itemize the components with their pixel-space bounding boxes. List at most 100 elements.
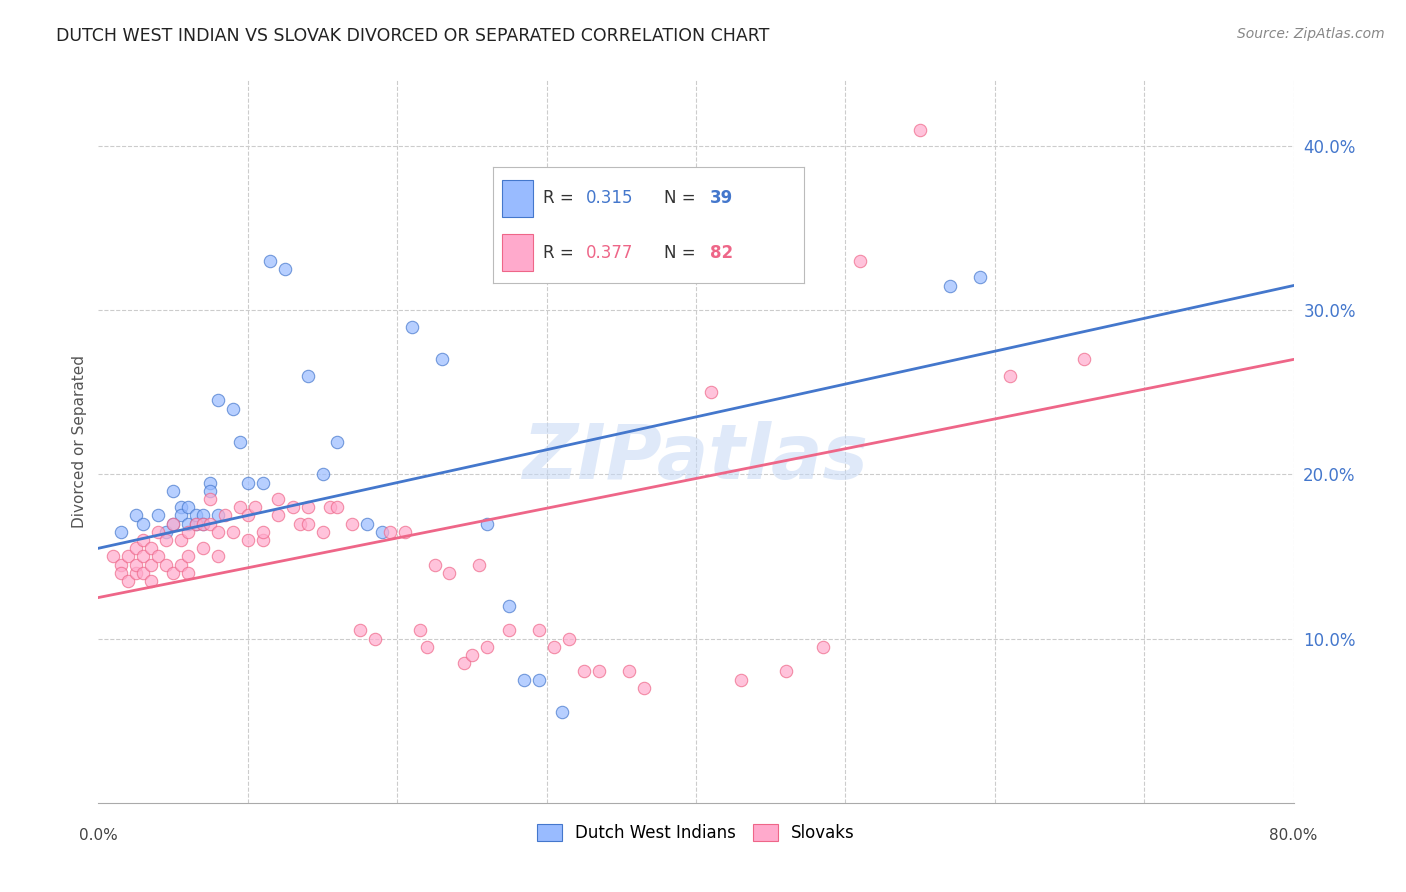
- Point: [184, 508, 207, 523]
- Point: [177, 566, 200, 580]
- Point: [132, 549, 155, 564]
- Point: [423, 558, 446, 572]
- Point: [132, 533, 155, 547]
- Point: [132, 566, 155, 580]
- Point: [222, 524, 245, 539]
- Point: [162, 516, 184, 531]
- Point: [169, 558, 191, 572]
- Point: [588, 665, 610, 679]
- Point: [236, 475, 259, 490]
- Point: [662, 262, 685, 277]
- Point: [311, 524, 333, 539]
- Point: [498, 599, 520, 613]
- Point: [125, 508, 148, 523]
- Point: [416, 640, 439, 654]
- Point: [297, 516, 319, 531]
- Point: [200, 483, 222, 498]
- Point: [125, 541, 148, 556]
- Point: [229, 500, 252, 515]
- Point: [647, 254, 669, 268]
- Point: [319, 500, 342, 515]
- Point: [139, 541, 162, 556]
- Point: [200, 491, 222, 506]
- Text: DUTCH WEST INDIAN VS SLOVAK DIVORCED OR SEPARATED CORRELATION CHART: DUTCH WEST INDIAN VS SLOVAK DIVORCED OR …: [56, 27, 769, 45]
- Point: [297, 500, 319, 515]
- Point: [633, 681, 655, 695]
- Point: [908, 122, 931, 136]
- Point: [558, 632, 581, 646]
- Point: [267, 508, 290, 523]
- Point: [811, 640, 834, 654]
- Point: [775, 665, 797, 679]
- Point: [245, 500, 267, 515]
- Point: [110, 566, 132, 580]
- Point: [281, 500, 304, 515]
- Point: [349, 624, 371, 638]
- Point: [169, 508, 191, 523]
- Point: [274, 262, 297, 277]
- Y-axis label: Divorced or Separated: Divorced or Separated: [72, 355, 87, 528]
- Point: [139, 574, 162, 588]
- Point: [191, 541, 214, 556]
- Point: [236, 508, 259, 523]
- Point: [177, 549, 200, 564]
- Point: [148, 524, 170, 539]
- Point: [252, 533, 274, 547]
- Point: [371, 524, 394, 539]
- Point: [475, 640, 498, 654]
- Point: [461, 648, 484, 662]
- Point: [207, 549, 229, 564]
- Point: [378, 524, 401, 539]
- Point: [267, 491, 290, 506]
- Point: [125, 566, 148, 580]
- Point: [730, 673, 752, 687]
- Point: [162, 566, 184, 580]
- Point: [1073, 352, 1095, 367]
- Point: [969, 270, 991, 285]
- Point: [177, 516, 200, 531]
- Point: [252, 475, 274, 490]
- Point: [288, 516, 311, 531]
- Point: [394, 524, 416, 539]
- Text: ZIPatlas: ZIPatlas: [523, 421, 869, 495]
- Point: [214, 508, 236, 523]
- Point: [849, 254, 872, 268]
- Point: [162, 483, 184, 498]
- Point: [998, 368, 1021, 383]
- Point: [117, 574, 139, 588]
- Point: [252, 524, 274, 539]
- Point: [527, 673, 550, 687]
- Point: [572, 665, 595, 679]
- Point: [191, 516, 214, 531]
- Point: [125, 558, 148, 572]
- Point: [191, 516, 214, 531]
- Point: [342, 516, 364, 531]
- Point: [229, 434, 252, 449]
- Point: [132, 516, 155, 531]
- Point: [326, 434, 349, 449]
- Point: [155, 524, 177, 539]
- Point: [207, 508, 229, 523]
- Point: [207, 393, 229, 408]
- Point: [498, 624, 520, 638]
- Point: [184, 516, 207, 531]
- Point: [148, 549, 170, 564]
- Point: [148, 508, 170, 523]
- Point: [139, 558, 162, 572]
- Point: [550, 706, 572, 720]
- Point: [177, 500, 200, 515]
- Point: [200, 475, 222, 490]
- Point: [617, 665, 640, 679]
- Point: [939, 278, 962, 293]
- Point: [110, 524, 132, 539]
- Text: 0.0%: 0.0%: [79, 828, 118, 843]
- Point: [103, 549, 125, 564]
- Point: [326, 500, 349, 515]
- Point: [169, 533, 191, 547]
- Text: Source: ZipAtlas.com: Source: ZipAtlas.com: [1237, 27, 1385, 41]
- Point: [439, 566, 461, 580]
- Point: [259, 254, 281, 268]
- Point: [408, 624, 430, 638]
- Point: [162, 516, 184, 531]
- Point: [297, 368, 319, 383]
